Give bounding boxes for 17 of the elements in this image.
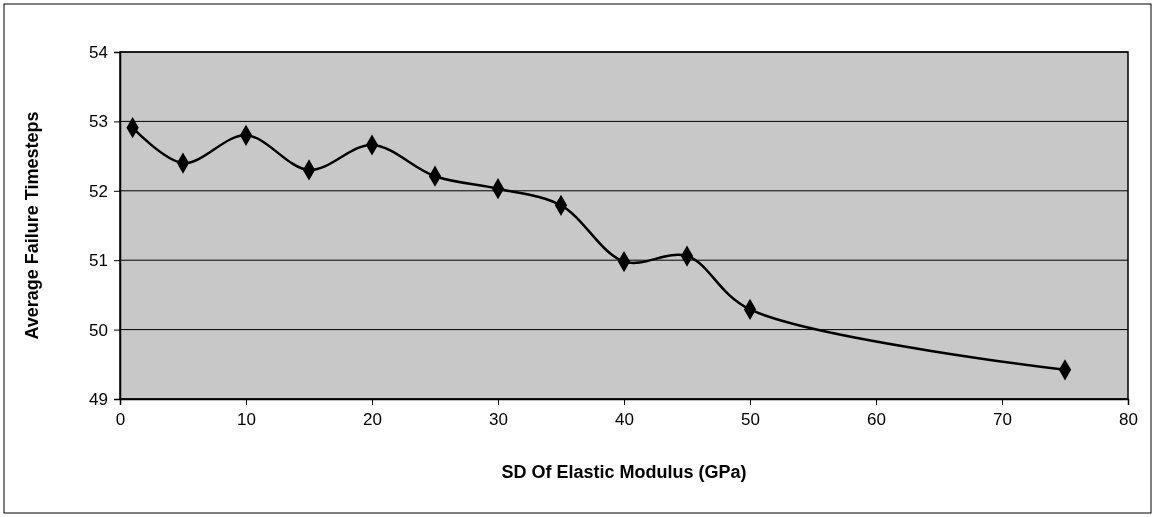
y-axis-title: Average Failure Timesteps xyxy=(22,111,42,340)
x-tick-label: 80 xyxy=(1119,410,1138,430)
x-tick-label: 10 xyxy=(237,410,256,430)
y-tick-label: 54 xyxy=(89,42,108,62)
x-tick-label: 50 xyxy=(741,410,760,430)
y-tick-label: 53 xyxy=(89,112,108,132)
y-tick-label: 52 xyxy=(89,181,108,201)
x-tick-label: 30 xyxy=(489,410,508,430)
x-tick-label: 70 xyxy=(993,410,1012,430)
x-tick-label: 40 xyxy=(615,410,634,430)
x-tick-label: 0 xyxy=(115,410,126,430)
x-tick-label: 60 xyxy=(867,410,886,430)
y-tick-label: 50 xyxy=(89,320,108,340)
y-tick-label: 51 xyxy=(89,251,108,271)
x-axis-title: SD Of Elastic Modulus (GPa) xyxy=(501,462,747,482)
x-tick-label: 20 xyxy=(363,410,382,430)
y-tick-label: 49 xyxy=(89,389,108,409)
